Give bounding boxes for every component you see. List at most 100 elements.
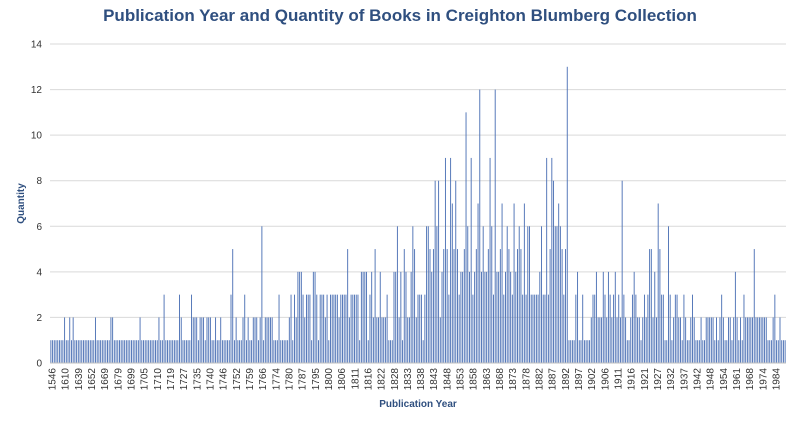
bar [225, 340, 227, 363]
bar [520, 249, 522, 363]
x-tick-label: 1984 [772, 368, 783, 391]
bar [96, 340, 98, 363]
bar [628, 340, 630, 363]
bar [764, 317, 766, 363]
bar [561, 249, 563, 363]
x-tick-label: 1942 [693, 368, 704, 391]
bar [199, 317, 201, 363]
bar [716, 317, 717, 363]
bar [551, 157, 553, 363]
bar [165, 340, 167, 363]
bar [230, 294, 232, 363]
bar [755, 317, 757, 363]
bar [779, 317, 781, 363]
bar [319, 294, 321, 363]
bar [228, 340, 230, 363]
bar [364, 271, 366, 363]
bar [331, 294, 333, 363]
bar [343, 294, 345, 363]
bar [477, 203, 479, 363]
bar [599, 317, 601, 363]
y-tick-label: 8 [36, 176, 42, 187]
bar [707, 317, 709, 363]
bar [427, 226, 429, 363]
y-axis-title: Quantity [16, 183, 27, 224]
bar [590, 317, 592, 363]
bar [146, 340, 148, 363]
bar [306, 294, 307, 363]
bar [261, 226, 263, 363]
bar [173, 340, 175, 363]
bar [252, 317, 254, 363]
bar [705, 317, 707, 363]
bar [468, 271, 470, 363]
bar [287, 340, 289, 363]
bar [585, 340, 587, 363]
bar [702, 340, 704, 363]
bar [316, 294, 318, 363]
bar [595, 271, 597, 363]
bar [770, 340, 772, 363]
bar [420, 294, 422, 363]
bar [276, 340, 278, 363]
x-tick-label: 1828 [390, 368, 401, 391]
bar [566, 66, 568, 364]
bar [532, 294, 534, 363]
bar [391, 340, 393, 363]
bar [529, 226, 530, 363]
x-tick-label: 1610 [61, 368, 72, 391]
bar [637, 317, 639, 363]
bar [614, 271, 616, 363]
x-tick-label: 1759 [245, 368, 256, 391]
bar [237, 340, 239, 363]
bar [645, 317, 647, 363]
bar [269, 317, 271, 363]
bar [444, 157, 446, 363]
x-tick-label: 1822 [377, 368, 388, 391]
bar [482, 226, 484, 363]
bar [321, 294, 323, 363]
bar [535, 294, 537, 363]
bar [415, 317, 417, 363]
bar [688, 340, 690, 363]
bar [577, 271, 579, 363]
bar [740, 317, 742, 363]
bar [432, 249, 434, 363]
bar [503, 294, 505, 363]
bar [163, 294, 165, 363]
bar [136, 340, 138, 363]
bar [760, 317, 762, 363]
x-tick-label: 1937 [679, 368, 690, 391]
bar [266, 317, 268, 363]
bar [662, 294, 664, 363]
bar [693, 317, 695, 363]
bar [254, 317, 256, 363]
bar [103, 340, 105, 363]
bar [398, 317, 400, 363]
bar [122, 340, 124, 363]
bar [441, 271, 443, 363]
bar [167, 340, 168, 363]
bar [475, 249, 477, 363]
bar [782, 340, 784, 363]
x-tick-label: 1858 [469, 368, 480, 391]
bar [359, 340, 361, 363]
bar [733, 317, 735, 363]
bar [72, 317, 74, 363]
bar [354, 294, 355, 363]
bar [79, 340, 81, 363]
x-axis-title: Publication Year [379, 399, 457, 410]
bar [408, 317, 410, 363]
bar [602, 271, 604, 363]
bar [112, 317, 114, 363]
bar [161, 340, 163, 363]
bar [76, 340, 78, 363]
bar [712, 317, 714, 363]
bar [125, 340, 127, 363]
bar [357, 294, 359, 363]
bar [388, 340, 390, 363]
bar [84, 340, 86, 363]
bar [741, 340, 743, 363]
x-tick-label: 1906 [600, 368, 611, 391]
x-tick-label: 1727 [179, 368, 190, 391]
